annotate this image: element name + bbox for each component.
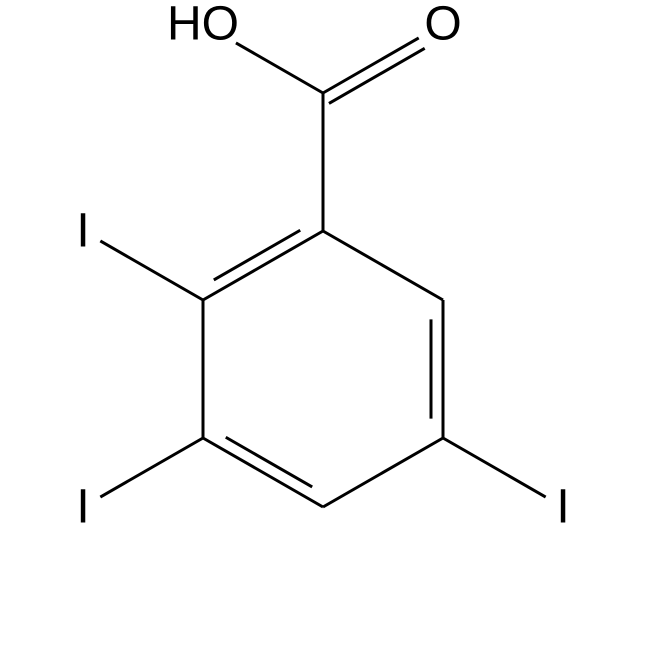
atom-O: O	[424, 0, 461, 51]
bond-C5-I5	[443, 438, 546, 497]
bond-C6-C1	[323, 231, 443, 300]
bond-C4-C5	[323, 438, 443, 507]
bond-C1-C2-2	[214, 230, 300, 280]
bond-C7-O_d-2	[329, 48, 425, 103]
atom-I3: I	[76, 481, 89, 534]
bond-C3-I3	[100, 438, 203, 497]
atom-I2: I	[76, 205, 89, 258]
bond-C1-C2	[203, 231, 323, 300]
bond-C7-O_oh	[236, 43, 323, 93]
molecule-diagram: HO O I I I	[0, 0, 650, 650]
atom-HO: HO	[167, 0, 239, 51]
bond-C3-C4	[203, 438, 323, 507]
atom-I5: I	[556, 481, 569, 534]
bond-C3-C4-2	[226, 437, 312, 487]
atom-labels-layer: HO O I I I	[76, 0, 569, 534]
bond-C2-I2	[100, 241, 203, 300]
bond-C7-O_d	[323, 38, 419, 93]
bonds-layer	[100, 38, 545, 507]
